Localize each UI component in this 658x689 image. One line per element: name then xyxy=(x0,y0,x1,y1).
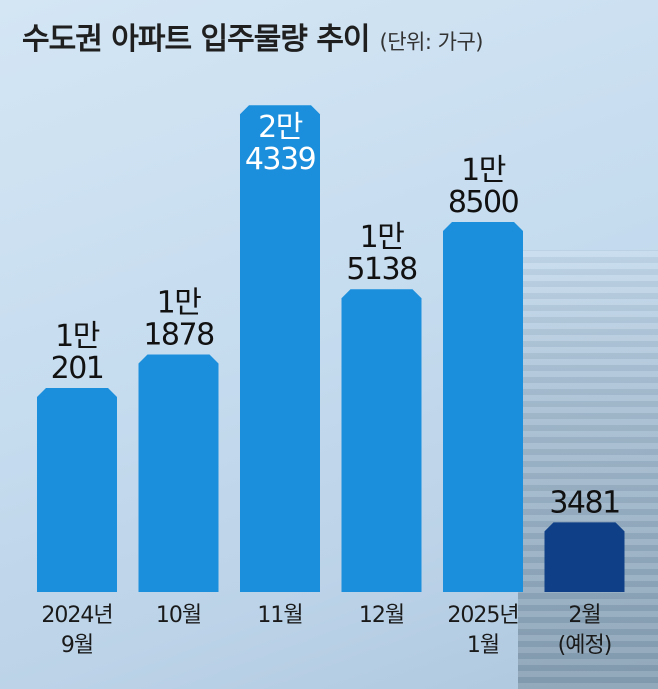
value-label-3-1: 5138 xyxy=(346,252,417,287)
x-tick-label-0-0: 2024년 xyxy=(41,603,112,628)
bar-0 xyxy=(37,387,117,592)
value-label-2-1: 4339 xyxy=(245,142,315,177)
x-tick-label-2-0: 11월 xyxy=(257,603,302,628)
bar-4 xyxy=(443,222,523,592)
x-tick-label-4-0: 2025년 xyxy=(447,603,518,628)
value-label-1-0: 1만 xyxy=(157,285,202,320)
x-tick-label-3-0: 12월 xyxy=(359,603,404,628)
value-label-3-0: 1만 xyxy=(360,220,405,255)
background-cityscape xyxy=(518,250,658,689)
value-label-0-1: 201 xyxy=(51,351,104,386)
value-label-0-0: 1만 xyxy=(55,319,100,354)
x-tick-label-5-1: (예정) xyxy=(558,633,612,658)
bar-2 xyxy=(240,105,320,592)
x-tick-label-4-1: 1월 xyxy=(467,633,499,658)
chart-title: 수도권 아파트 입주물량 추이 xyxy=(22,22,371,57)
value-label-1-1: 1878 xyxy=(143,317,214,352)
x-tick-label-1-0: 10월 xyxy=(156,603,201,628)
bar-3 xyxy=(341,289,422,592)
unit-note: (단위: 가구) xyxy=(379,30,484,54)
x-tick-label-0-1: 9월 xyxy=(61,633,93,658)
value-label-2-0: 2만 xyxy=(258,110,303,145)
bar-5 xyxy=(544,522,625,592)
x-tick-label-5-0: 2월 xyxy=(568,603,600,628)
chart-header: 수도권 아파트 입주물량 추이 (단위: 가구) xyxy=(22,14,483,58)
bar-1 xyxy=(138,354,219,592)
value-label-4-1: 8500 xyxy=(448,185,519,220)
value-label-5-0: 3481 xyxy=(549,485,619,520)
value-label-4-0: 1만 xyxy=(461,153,506,188)
